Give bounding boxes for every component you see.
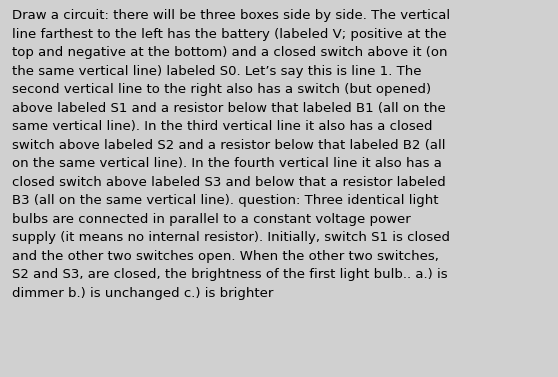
Text: Draw a circuit: there will be three boxes side by side. The vertical
line farthe: Draw a circuit: there will be three boxe… xyxy=(12,9,450,300)
